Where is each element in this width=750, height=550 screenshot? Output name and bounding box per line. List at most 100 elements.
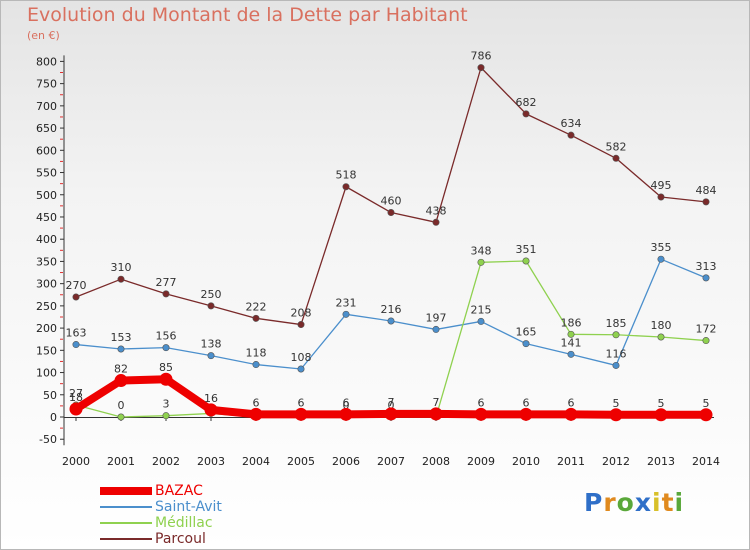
chart-title: Evolution du Montant de la Dette par Hab… (27, 4, 468, 26)
data-point (612, 331, 620, 339)
data-point (522, 257, 530, 265)
logo-letter: t (661, 488, 675, 517)
data-label: 3 (163, 398, 170, 411)
data-point (477, 258, 485, 266)
data-label: 270 (66, 279, 87, 292)
data-point (699, 408, 713, 422)
data-point (342, 183, 350, 191)
data-point (162, 412, 170, 420)
data-point (567, 330, 575, 338)
data-label: 7 (433, 396, 440, 409)
legend-item: Parcoul (100, 531, 222, 547)
data-point (567, 350, 575, 358)
x-tick-label: 2004 (242, 455, 270, 468)
data-label: 313 (696, 260, 717, 273)
x-tick-label: 2005 (287, 455, 315, 468)
y-tick-label: 150 (36, 344, 57, 357)
data-point (432, 325, 440, 333)
data-label: 18 (69, 391, 83, 404)
data-label: 5 (613, 397, 620, 410)
data-label: 438 (426, 204, 447, 217)
legend-item: BAZAC (100, 483, 222, 499)
y-tick-label: 800 (36, 55, 57, 68)
y-tick-label: 450 (36, 211, 57, 224)
data-label: 0 (118, 399, 125, 412)
x-tick-label: 2006 (332, 455, 360, 468)
data-label: 163 (66, 327, 87, 340)
chart-legend: BAZAC Saint-Avit Médillac Parcoul (100, 483, 222, 547)
data-label: 208 (291, 307, 312, 320)
data-point (114, 374, 128, 388)
data-point (249, 407, 263, 421)
data-label: 138 (201, 338, 222, 351)
y-tick-label: 400 (36, 233, 57, 246)
data-point (252, 314, 260, 322)
data-label: 116 (606, 347, 627, 360)
series-parcoul: 270 310 277 250 222 208 518 460 438 786 682 634 582 4… (66, 50, 717, 329)
y-tick-label: 550 (36, 167, 57, 180)
y-tick-label: 600 (36, 144, 57, 157)
logo-letter: P (584, 488, 604, 517)
y-tick-label: 0 (50, 411, 57, 424)
data-label: 484 (696, 184, 717, 197)
data-label: 186 (561, 316, 582, 329)
data-label: 85 (159, 361, 173, 374)
data-point (117, 275, 125, 283)
data-label: 310 (111, 261, 132, 274)
data-point (522, 340, 530, 348)
data-label: 165 (516, 326, 537, 339)
data-label: 0 (343, 399, 350, 412)
data-point (477, 64, 485, 72)
data-label: 351 (516, 243, 537, 256)
data-label: 5 (703, 397, 710, 410)
data-point (657, 193, 665, 201)
data-point (387, 317, 395, 325)
data-point (117, 345, 125, 353)
logo-letter: x (634, 488, 652, 517)
data-point (207, 302, 215, 310)
chart-subtitle: (en €) (27, 29, 60, 42)
legend-label: BAZAC (155, 483, 203, 499)
x-tick-label: 2012 (602, 455, 630, 468)
data-point (207, 352, 215, 360)
y-tick-label: 500 (36, 189, 57, 202)
data-point (72, 341, 80, 349)
data-point (384, 407, 398, 421)
data-point (564, 407, 578, 421)
data-point (162, 344, 170, 352)
data-label: 582 (606, 140, 627, 153)
y-tick-label: 300 (36, 278, 57, 291)
data-point (162, 290, 170, 298)
data-label: 250 (201, 288, 222, 301)
x-tick-label: 2002 (152, 455, 180, 468)
legend-item: Médillac (100, 515, 222, 531)
data-label: 6 (478, 396, 485, 409)
data-label: 156 (156, 330, 177, 343)
data-point (117, 413, 125, 421)
data-label: 6 (568, 396, 575, 409)
data-point (609, 408, 623, 422)
x-tick-label: 2014 (692, 455, 720, 468)
proxiti-logo: Proxiti (584, 488, 684, 517)
data-label: 197 (426, 311, 447, 324)
x-tick-label: 2010 (512, 455, 540, 468)
data-point (339, 407, 353, 421)
data-label: 231 (336, 296, 357, 309)
x-tick-label: 2011 (557, 455, 585, 468)
data-point (432, 218, 440, 226)
data-label: 141 (561, 336, 582, 349)
data-point (612, 154, 620, 162)
x-tick-label: 2007 (377, 455, 405, 468)
data-label: 348 (471, 244, 492, 257)
data-point (297, 365, 305, 373)
data-point (657, 255, 665, 263)
data-label: 82 (114, 363, 128, 376)
data-label: 27 (69, 387, 83, 400)
data-label: 222 (246, 300, 267, 313)
legend-label: Parcoul (155, 531, 206, 547)
data-label: 634 (561, 117, 582, 130)
data-label: 682 (516, 96, 537, 109)
